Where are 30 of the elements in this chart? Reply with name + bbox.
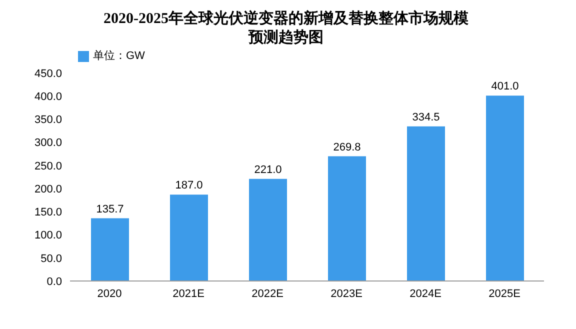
data-label: 135.7	[96, 203, 124, 216]
y-tick-label: 0.0	[46, 276, 62, 288]
x-tick-label: 2024E	[410, 288, 442, 300]
bar	[170, 194, 208, 281]
bar	[249, 178, 287, 281]
x-tick-label: 2023E	[330, 288, 362, 300]
x-tick-label: 2022E	[252, 288, 284, 300]
data-label: 187.0	[175, 180, 203, 192]
y-tick-label: 350.0	[34, 114, 62, 126]
chart-title: 2020-2025年全球光伏逆变器的新增及替换整体市场规模预测趋势图	[102, 10, 470, 48]
data-label: 334.5	[412, 111, 440, 124]
y-tick-label: 50.0	[40, 252, 62, 265]
bar	[407, 126, 445, 281]
bar	[91, 218, 129, 281]
x-tick-label: 2021E	[172, 288, 204, 300]
y-tick-label: 150.0	[34, 206, 62, 219]
y-tick-label: 300.0	[34, 137, 62, 150]
data-label: 269.8	[333, 141, 361, 154]
x-tick-label: 2020	[97, 288, 122, 300]
x-tick-label: 2025E	[488, 288, 520, 300]
data-label: 221.0	[254, 164, 282, 176]
y-tick-label: 450.0	[34, 68, 62, 80]
legend-label: 单位：GW	[93, 50, 145, 62]
y-tick-label: 400.0	[34, 91, 62, 104]
bar	[328, 156, 366, 281]
data-label: 401.0	[491, 80, 519, 93]
bar	[486, 96, 524, 281]
y-tick-label: 100.0	[34, 230, 62, 242]
y-tick-label: 250.0	[34, 160, 62, 172]
y-tick-label: 200.0	[34, 183, 62, 196]
